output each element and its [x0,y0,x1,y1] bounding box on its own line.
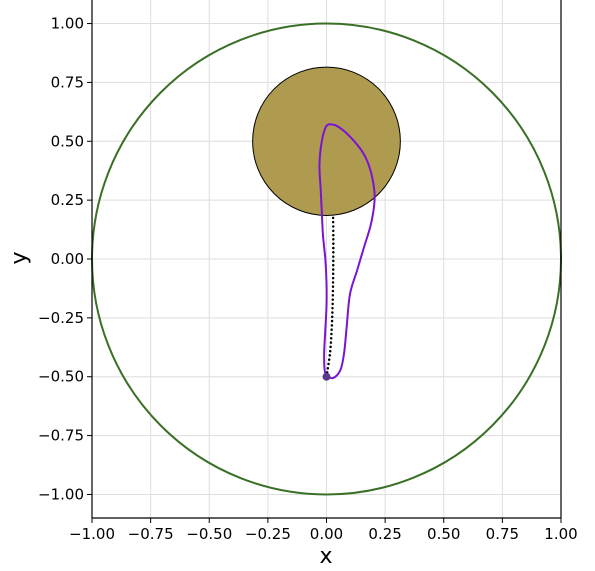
chart-series [318,123,376,381]
x-tick-label: 0.75 [486,525,519,543]
y-tick-label: 0.50 [51,132,84,150]
y-tick-label: −0.25 [38,309,84,327]
ticks: −1.00 −0.75 −0.50 −0.25 0.00 0.25 0.50 0.75 1.00… [38,15,578,543]
y-tick-label: 1.00 [51,15,84,33]
y-tick-label: 0.75 [51,73,84,91]
x-tick-label: −0.25 [245,525,291,543]
x-axis-label: x [319,544,332,569]
obstacle-disk [252,66,401,216]
y-tick-label: −1.00 [38,485,84,503]
x-tick-label: 0.00 [310,525,343,543]
x-tick-label: 1.00 [544,525,577,543]
solid-path-series [318,123,376,380]
y-tick-label: −0.75 [38,427,84,445]
y-tick-label: 0.25 [51,191,84,209]
x-tick-label: 0.25 [368,525,401,543]
x-tick-label: −0.75 [128,525,174,543]
x-tick-label: −0.50 [186,525,232,543]
start-point-marker [322,372,331,381]
y-axis-label: y [7,251,32,264]
dotted-path-series [325,213,335,378]
y-tick-label: 0.00 [51,250,84,268]
y-tick-label: −0.50 [38,368,84,386]
x-tick-label: −1.00 [69,525,115,543]
x-tick-label: 0.50 [427,525,460,543]
